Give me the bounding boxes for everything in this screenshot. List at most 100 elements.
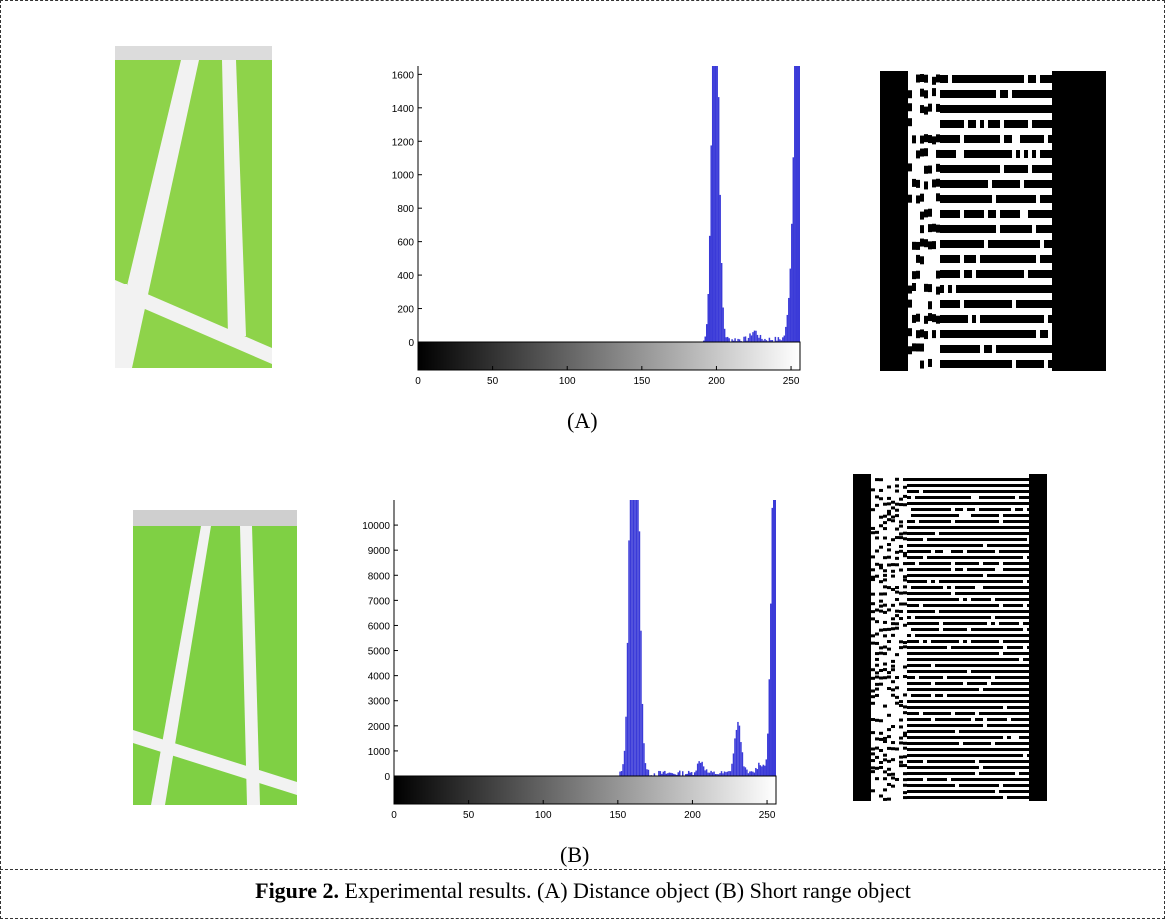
histogram-b-bar [696, 763, 699, 776]
binary-b-stripe [919, 532, 923, 535]
binary-b-stripe [927, 478, 931, 481]
binary-b-stripe [983, 622, 987, 625]
binary-a-stripe [1040, 90, 1044, 98]
binary-b-stripe [955, 562, 959, 565]
binary-b-stripe [971, 604, 975, 607]
binary-b-stripe [999, 754, 1003, 757]
binary-b-stripe [951, 484, 955, 487]
binary-b-stripe [971, 712, 975, 715]
binary-b-stripe [999, 730, 1003, 733]
binary-b-stripe [967, 526, 971, 529]
histogram-b-bar [755, 767, 757, 776]
binary-b-stripe [911, 700, 915, 703]
binary-b-stripe [883, 569, 887, 573]
binary-b-stripe [1019, 496, 1023, 499]
binary-b-stripe [1019, 532, 1023, 535]
binary-a-stripe [1024, 120, 1028, 128]
binary-b-stripe [1007, 736, 1011, 739]
binary-b-stripe [1011, 490, 1015, 493]
histogram-b-bar [686, 773, 688, 776]
binary-a-stripe [1004, 120, 1008, 128]
binary-b-stripe [939, 646, 943, 649]
binary-b-stripe [979, 796, 983, 799]
binary-b-stripe [935, 712, 939, 715]
binary-b-stripe [1015, 604, 1019, 607]
binary-b-stripe [1027, 514, 1031, 517]
binary-b-stripe [975, 736, 979, 739]
binary-a-stripe [956, 315, 960, 323]
binary-b-stripe [959, 568, 963, 571]
binary-b-stripe [871, 789, 875, 793]
binary-b-stripe [911, 586, 915, 589]
binary-b-stripe [999, 772, 1003, 775]
binary-b-stripe [935, 550, 939, 553]
binary-b-stripe [1019, 562, 1023, 565]
binary-b-stripe [911, 742, 915, 745]
binary-b-stripe [963, 718, 967, 721]
binary-b-stripe [947, 658, 951, 661]
binary-a-stripe [964, 195, 968, 203]
binary-b-stripe [1015, 688, 1019, 691]
binary-b-stripe [1011, 670, 1015, 673]
binary-a-stripe [1016, 120, 1020, 128]
binary-b-stripe [1015, 640, 1019, 643]
binary-b-stripe [919, 742, 923, 745]
binary-b-stripe [1011, 718, 1015, 721]
binary-b-stripe [967, 724, 971, 727]
binary-a-stripe [1048, 300, 1052, 308]
binary-b-stripe [963, 592, 967, 595]
binary-b-stripe [911, 688, 915, 691]
binary-b-stripe [967, 634, 971, 637]
histogram-b-bar [714, 774, 717, 776]
binary-b-stripe [947, 670, 951, 673]
binary-b-stripe [991, 514, 995, 517]
y-tick-label: 1600 [392, 70, 415, 81]
binary-b-stripe [1007, 604, 1011, 607]
binary-a-stripe [996, 75, 1000, 83]
binary-a-stripe [948, 210, 952, 218]
binary-b-stripe [967, 700, 971, 703]
binary-b-stripe [959, 592, 963, 595]
binary-b-stripe [959, 628, 963, 631]
binary-b-stripe [991, 478, 995, 481]
binary-a-stripe [1020, 360, 1024, 368]
binary-b-stripe [935, 604, 939, 607]
binary-b-stripe [887, 563, 891, 567]
binary-b-stripe [999, 508, 1003, 511]
binary-b-stripe [927, 754, 931, 757]
binary-a-stripe [1000, 240, 1004, 248]
binary-b-stripe [943, 562, 947, 565]
binary-b-stripe [975, 478, 979, 481]
binary-a-stripe [940, 285, 944, 293]
binary-b-stripe [1011, 706, 1015, 709]
binary-a-stripe [964, 180, 968, 188]
binary-b-stripe [935, 538, 939, 541]
binary-a-stripe [980, 75, 984, 83]
binary-b-stripe [919, 586, 923, 589]
binary-b-stripe [995, 718, 999, 721]
binary-b-stripe [879, 646, 883, 650]
binary-b-stripe [1015, 694, 1019, 697]
binary-b-stripe [959, 562, 963, 565]
binary-a-stripe [952, 210, 956, 218]
binary-b-stripe [975, 544, 979, 547]
binary-b-stripe [963, 586, 967, 589]
binary-a-stripe [972, 330, 976, 338]
binary-b-stripe [951, 682, 955, 685]
binary-a-stripe [944, 105, 948, 113]
binary-b-stripe [887, 773, 891, 777]
binary-b-stripe [979, 646, 983, 649]
binary-b-stripe [999, 496, 1003, 499]
binary-b-stripe [1007, 646, 1011, 649]
binary-a-stripe [1044, 165, 1048, 173]
binary-b-stripe [1015, 646, 1019, 649]
binary-b-stripe [1027, 658, 1031, 661]
histogram-b-bar [704, 770, 706, 776]
binary-a-stripe [916, 343, 920, 352]
binary-b-stripe [959, 574, 963, 577]
histogram-b-bar [750, 771, 753, 776]
binary-b-stripe [871, 731, 875, 735]
binary-b-stripe [951, 730, 955, 733]
binary-b-stripe [935, 568, 939, 571]
binary-b-stripe [943, 658, 947, 661]
